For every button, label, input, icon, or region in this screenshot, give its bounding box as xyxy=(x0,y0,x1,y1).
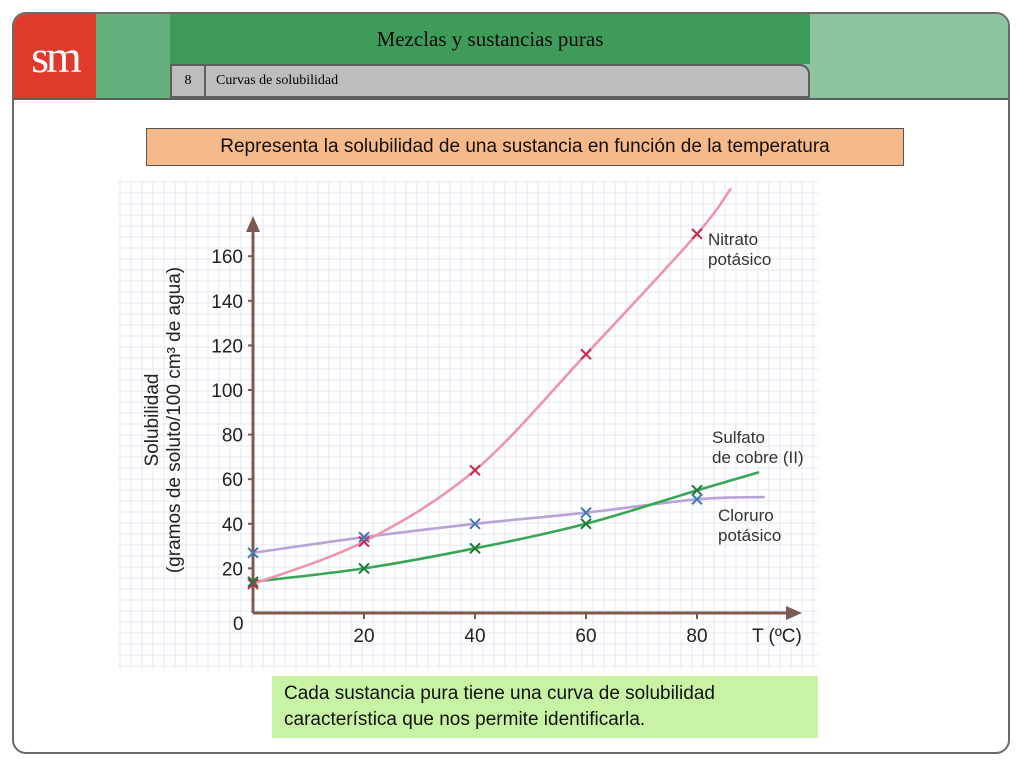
header-accent xyxy=(96,14,170,98)
section-number: 8 xyxy=(172,66,206,96)
data-point xyxy=(469,542,481,555)
y-tick-label: 40 xyxy=(222,515,243,536)
section-bar: 8 Curvas de solubilidad xyxy=(170,64,810,98)
y-tick-label: 120 xyxy=(211,336,243,357)
x-tick-label: 60 xyxy=(575,626,596,647)
header-divider xyxy=(14,98,1008,100)
chart-axes xyxy=(246,216,802,620)
note-line-1: Cada sustancia pura tiene una curva de s… xyxy=(284,683,715,704)
y-axis-label-line1: Solubilidad xyxy=(142,374,163,467)
data-point xyxy=(247,578,259,590)
series-label: de cobre (II) xyxy=(712,448,804,467)
y-axis-label-line2: (gramos de soluto/100 cm³ de agua) xyxy=(164,267,185,573)
data-point xyxy=(358,531,370,543)
x-tick-label: 80 xyxy=(686,626,707,647)
y-tick-label: 20 xyxy=(222,559,243,580)
y-tick-label: 60 xyxy=(222,470,243,491)
x-axis-label: T (ºC) xyxy=(752,626,802,647)
series-markers-sulfato xyxy=(247,484,703,588)
section-title: Curvas de solubilidad xyxy=(216,73,339,88)
series-label: potásico xyxy=(708,250,771,269)
data-point-cross xyxy=(580,518,592,530)
data-point xyxy=(580,506,592,519)
data-point xyxy=(580,348,592,361)
x-axis-arrow-icon xyxy=(786,606,802,620)
y-tick-label: 160 xyxy=(211,247,243,268)
data-point xyxy=(691,228,703,240)
data-point-cross xyxy=(247,578,259,590)
data-point xyxy=(580,518,592,530)
note-line-2: característica que nos permite identific… xyxy=(284,709,646,730)
data-point-cross xyxy=(691,493,703,505)
data-point xyxy=(469,518,481,530)
data-point xyxy=(691,493,703,505)
data-point-cross xyxy=(469,518,481,530)
data-point xyxy=(358,535,370,548)
definition-banner: Representa la solubilidad de una sustanc… xyxy=(146,128,904,166)
slide-title: Mezclas y sustancias puras xyxy=(170,14,810,64)
data-point-cross xyxy=(691,484,703,497)
data-point xyxy=(469,464,481,476)
grid-background xyxy=(118,180,818,670)
origin-label: 0 xyxy=(233,614,244,635)
series-label: potásico xyxy=(718,526,781,545)
x-tick-label: 20 xyxy=(353,626,374,647)
sm-logo: sm xyxy=(14,14,96,98)
data-point xyxy=(247,576,259,588)
series-markers-cloruro xyxy=(247,493,703,559)
data-point-cross xyxy=(358,531,370,543)
y-tick-label: 140 xyxy=(211,292,243,313)
data-point xyxy=(247,547,259,559)
data-point-cross xyxy=(469,464,481,476)
x-tick-label: 40 xyxy=(464,626,485,647)
series-label: Nitrato xyxy=(708,230,758,249)
series-label: Cloruro xyxy=(718,506,774,525)
series-markers-nitrato xyxy=(247,228,703,590)
data-point-cross xyxy=(358,535,370,548)
chart-ticks: 20 40 60 80 100 120 140 160 20 40 60 80 xyxy=(211,247,707,647)
data-point-cross xyxy=(691,228,703,240)
data-point-cross xyxy=(469,542,481,555)
data-point-cross xyxy=(580,348,592,361)
y-axis-label: Solubilidad (gramos de soluto/100 cm³ de… xyxy=(142,267,185,573)
data-point xyxy=(691,484,703,497)
series-label: Sulfato xyxy=(712,428,765,447)
chart-grid xyxy=(118,180,818,670)
data-point-cross xyxy=(580,506,592,519)
data-point-cross xyxy=(247,547,259,559)
data-point-cross xyxy=(247,576,259,588)
data-point-cross xyxy=(358,562,370,575)
y-tick-label: 100 xyxy=(211,381,243,402)
y-tick-label: 80 xyxy=(222,426,243,447)
chart-labels: 0 T (ºC) Solubilidad (gramos de soluto/1… xyxy=(142,267,802,647)
y-axis-arrow-icon xyxy=(246,216,260,232)
data-point xyxy=(358,562,370,575)
note-box: Cada sustancia pura tiene una curva de s… xyxy=(272,676,818,738)
